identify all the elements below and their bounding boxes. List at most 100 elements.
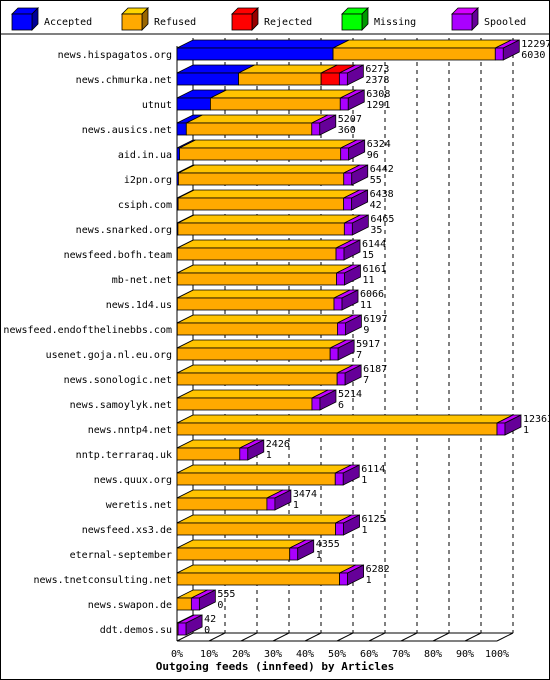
x-tick-label: 70% [392, 649, 410, 660]
bar-value-accepted: 1291 [366, 100, 390, 111]
bar-segment-top-refused [177, 239, 353, 249]
row-label: newsfeed.xs3.de [82, 525, 172, 536]
x-tick-label: 50% [328, 649, 346, 660]
bar-value-accepted: 7 [356, 350, 362, 361]
bar-segment-top-refused [177, 214, 361, 224]
bar-cap [338, 72, 348, 86]
legend-swatch [451, 13, 473, 31]
bar-value-accepted: 55 [370, 175, 382, 186]
row-label: news.swapon.de [88, 600, 172, 611]
bar-cap [177, 622, 187, 636]
bar-cap-side [504, 414, 522, 436]
bar-segment-top-refused [238, 64, 338, 74]
x-tick-label: 10% [200, 649, 218, 660]
bar-segment-refused [176, 397, 313, 411]
bar-segment-refused [176, 597, 192, 611]
bar-cap-side [351, 189, 369, 211]
bar-cap-side [319, 114, 337, 136]
bar-segment-refused [176, 347, 331, 361]
row-label: news.quux.org [94, 475, 172, 486]
bar-value-offered: 6442 [370, 164, 394, 175]
bar-value-offered: 5207 [338, 114, 362, 125]
bar-value-accepted: 9 [363, 325, 369, 336]
bar-segment-top-refused [176, 514, 352, 524]
row-label: newsfeed.endofthelinebbs.com [3, 325, 172, 336]
bar-segment-top-refused [210, 89, 357, 99]
bar-value-accepted: 1 [523, 425, 529, 436]
x-tick-label: 20% [232, 649, 250, 660]
bar-cap [496, 422, 506, 436]
bar-cap-side [185, 614, 203, 636]
bar-cap [289, 547, 299, 561]
bar-cap-side [346, 64, 364, 86]
bar-cap [339, 97, 349, 111]
row-label: nntp.terraraq.uk [76, 450, 172, 461]
bar-cap-side [347, 564, 365, 586]
row-label: csiph.com [118, 200, 172, 211]
floor-grid [432, 632, 450, 642]
bar-segment-refused [179, 147, 342, 161]
bar-segment-refused [176, 272, 337, 286]
bar-segment-refused [238, 72, 322, 86]
bar-value-offered: 5214 [338, 389, 362, 400]
bar-cap [335, 522, 344, 536]
floor-grid [272, 632, 290, 642]
bar-segment-accepted [176, 122, 187, 136]
bar-cap [339, 572, 349, 586]
row-label: news.tnetconsulting.net [34, 575, 172, 586]
bar-value-offered: 6125 [362, 514, 386, 525]
bar-value-offered: 4355 [316, 539, 340, 550]
bar-cap-side [297, 539, 315, 561]
bar-cap-side [347, 89, 365, 111]
legend-label: Accepted [44, 17, 92, 28]
bar-value-offered: 6465 [370, 214, 394, 225]
bar-cap-side [344, 364, 362, 386]
row-label: news.samoylyk.net [70, 400, 172, 411]
bar-value-accepted: 1 [366, 575, 372, 586]
row-label: news.snarked.org [76, 225, 172, 236]
bar-value-offered: 555 [217, 589, 235, 600]
x-axis-label: Outgoing feeds (innfeed) by Articles [156, 660, 394, 673]
legend-swatch [341, 13, 363, 31]
row-label: eternal-september [70, 550, 172, 561]
bar-value-offered: 6114 [361, 464, 385, 475]
bar-segment-refused [185, 122, 313, 136]
bar-cap [336, 272, 345, 286]
bar-cap [266, 497, 276, 511]
bar-segment-refused [177, 222, 345, 236]
bar-value-accepted: 11 [362, 275, 374, 286]
floor-grid [208, 632, 226, 642]
bar-cap-side [351, 164, 369, 186]
bar-segment-refused [176, 547, 291, 561]
bar-value-offered: 6197 [363, 314, 387, 325]
bar-value-accepted: 96 [367, 150, 379, 161]
bar-row: 123631 [176, 414, 550, 436]
legend-label: Refused [154, 17, 196, 28]
floor-grid [240, 632, 258, 642]
bar-value-accepted: 1 [316, 550, 322, 561]
bar-cap-side [337, 339, 355, 361]
bar-segment-refused [177, 197, 345, 211]
floor-grid [464, 632, 482, 642]
bar-cap [337, 322, 346, 336]
legend-item-spooled: Spooled [451, 7, 526, 31]
bar-cap-side [247, 439, 265, 461]
bar-cap-side [502, 39, 520, 61]
row-label: news.sonologic.net [64, 375, 172, 386]
bar-segment-refused [176, 322, 338, 336]
bar-cap [239, 447, 249, 461]
legend-swatch [121, 13, 143, 31]
x-tick-label: 30% [264, 649, 282, 660]
bar-segment-top-accepted [176, 39, 350, 49]
bar-segment-top-refused [176, 464, 352, 474]
bar-value-accepted: 35 [370, 225, 382, 236]
